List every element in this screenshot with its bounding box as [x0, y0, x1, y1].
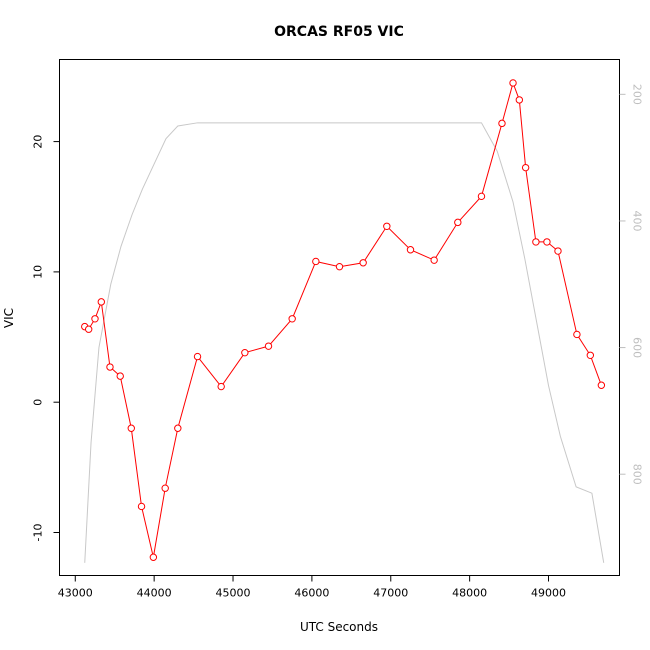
vic-point — [116, 372, 124, 380]
x-tick-label: 44000 — [137, 587, 172, 600]
y2-tick-label: 600 — [631, 337, 644, 358]
vic-point — [359, 259, 367, 267]
vic-point — [106, 363, 114, 371]
y2-tick-label: 800 — [631, 464, 644, 485]
vic-point — [573, 330, 581, 339]
vic-point — [454, 218, 462, 227]
vic-point — [288, 315, 296, 323]
vic-line — [84, 81, 602, 558]
vic-point — [137, 502, 146, 511]
vic-point — [193, 352, 202, 361]
vic-point — [217, 382, 225, 391]
x-tick-label: 48000 — [452, 587, 487, 600]
vic-point — [498, 119, 506, 128]
vic-point — [543, 238, 551, 246]
vic-point — [597, 381, 606, 389]
x-axis-label: UTC Seconds — [300, 620, 378, 634]
vic-point — [406, 246, 415, 254]
vic-point — [521, 163, 530, 172]
vic-point — [91, 315, 99, 323]
y-tick-label: -10 — [32, 524, 45, 542]
vic-point — [264, 342, 273, 350]
y-tick-label: 20 — [32, 135, 45, 149]
vic-point — [430, 256, 438, 264]
chart-title: ORCAS RF05 VIC — [274, 24, 404, 40]
vic-point — [477, 192, 486, 201]
vic-point — [532, 238, 540, 246]
y-axis-label: VIC — [2, 308, 16, 328]
vic-point — [586, 351, 595, 359]
vic-point — [509, 79, 517, 87]
vic-point — [383, 222, 391, 230]
vic-point — [161, 484, 169, 492]
x-tick-label: 47000 — [373, 587, 408, 600]
x-tick-label: 46000 — [294, 587, 329, 600]
vic-point — [554, 247, 562, 255]
vic-point — [241, 348, 249, 357]
vic-point — [515, 96, 524, 104]
y-tick-label: 10 — [32, 265, 45, 279]
x-tick-label: 43000 — [58, 587, 93, 600]
plot-box — [59, 59, 620, 576]
vic-point — [84, 325, 93, 333]
plot-layer: 43000 44000 45000 46000 47000 48000 49000 -10 0 1… — [32, 79, 644, 600]
vic-point — [312, 257, 320, 266]
y-tick-label: 0 — [32, 399, 45, 406]
vic-point — [127, 424, 135, 432]
vic-point — [97, 298, 106, 306]
x-tick-label: 45000 — [216, 587, 251, 600]
vic-point — [149, 553, 158, 561]
x-tick-label: 49000 — [531, 587, 566, 600]
vic-point — [174, 424, 182, 432]
y2-tick-label: 200 — [631, 84, 644, 105]
pressure-line — [84, 122, 605, 563]
vic-point — [335, 262, 344, 271]
y2-tick-label: 400 — [631, 210, 644, 231]
